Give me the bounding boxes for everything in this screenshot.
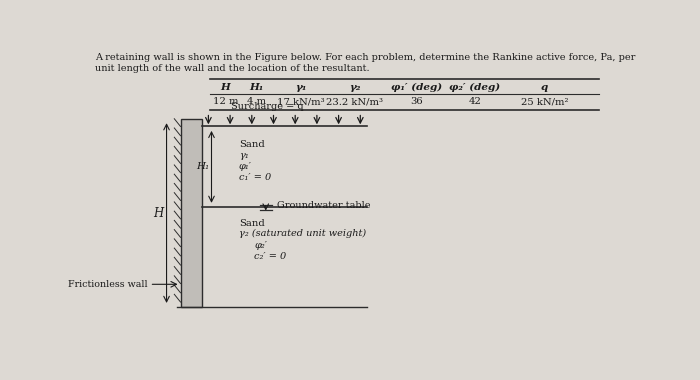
- Text: c₂′ = 0: c₂′ = 0: [254, 252, 286, 261]
- Text: φ₁′: φ₁′: [239, 162, 251, 171]
- Text: γ₂: γ₂: [349, 83, 360, 92]
- Text: Surcharge = q: Surcharge = q: [231, 102, 304, 111]
- Text: φ₁′ (deg): φ₁′ (deg): [391, 82, 442, 92]
- Text: c₁′ = 0: c₁′ = 0: [239, 173, 271, 182]
- Text: H₁: H₁: [196, 162, 209, 171]
- Text: φ₂′: φ₂′: [254, 241, 267, 250]
- Text: A retaining wall is shown in the Figure below. For each problem, determine the R: A retaining wall is shown in the Figure …: [95, 53, 636, 62]
- Text: q: q: [541, 83, 548, 92]
- Text: 42: 42: [468, 97, 482, 106]
- Text: γ₁: γ₁: [239, 151, 248, 160]
- Text: Sand: Sand: [239, 219, 265, 228]
- Text: 23.2 kN/m³: 23.2 kN/m³: [326, 97, 384, 106]
- Text: 17 kN/m³: 17 kN/m³: [276, 97, 324, 106]
- Bar: [181, 119, 202, 307]
- Text: Groundwater table: Groundwater table: [277, 201, 371, 210]
- Text: H: H: [153, 207, 163, 220]
- Text: γ₂ (saturated unit weight): γ₂ (saturated unit weight): [239, 229, 365, 238]
- Text: H: H: [220, 83, 230, 92]
- Text: 12 m: 12 m: [213, 97, 238, 106]
- Text: Frictionless wall: Frictionless wall: [69, 280, 148, 289]
- Text: 4 m: 4 m: [247, 97, 266, 106]
- Text: unit length of the wall and the location of the resultant.: unit length of the wall and the location…: [95, 64, 370, 73]
- Text: φ₂′ (deg): φ₂′ (deg): [449, 82, 500, 92]
- Text: 25 kN/m²: 25 kN/m²: [521, 97, 568, 106]
- Text: H₁: H₁: [249, 83, 264, 92]
- Text: γ₁: γ₁: [295, 83, 307, 92]
- Text: Sand: Sand: [239, 140, 265, 149]
- Text: 36: 36: [411, 97, 424, 106]
